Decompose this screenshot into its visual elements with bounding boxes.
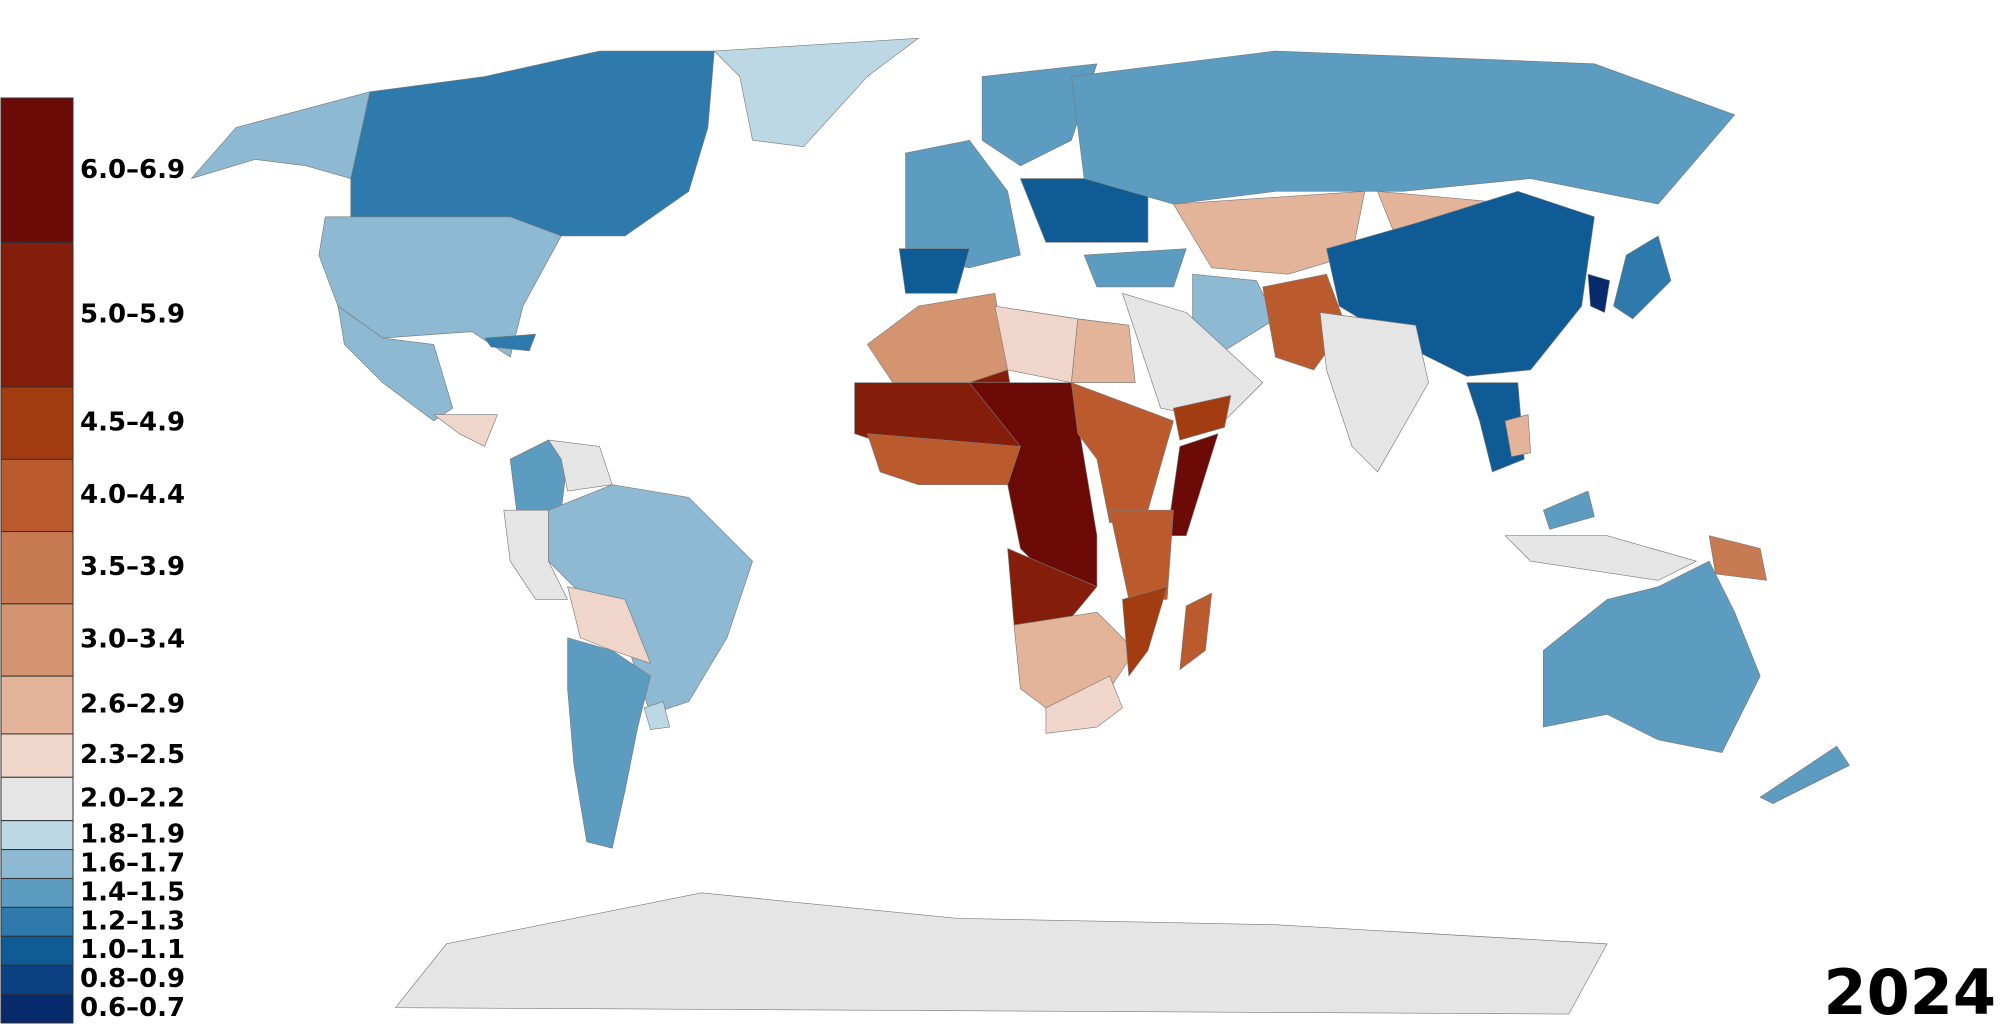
region: [1045, 675, 1123, 734]
region: [867, 293, 1008, 383]
region: [350, 50, 715, 237]
region: [1179, 592, 1213, 670]
region: [567, 637, 651, 849]
region: [1587, 273, 1610, 313]
region: [1166, 433, 1219, 537]
legend-label: 0.6–0.7: [80, 993, 185, 1023]
legend-label: 2.0–2.2: [80, 783, 185, 813]
region: [1504, 414, 1531, 457]
legend-swatch: [0, 877, 74, 908]
region: [1543, 490, 1595, 530]
region: [1173, 395, 1232, 441]
region: [433, 414, 498, 447]
legend-label: 3.0–3.4: [80, 624, 185, 654]
region: [1173, 191, 1366, 275]
region: [548, 439, 613, 492]
region: [395, 892, 1608, 1015]
legend-label: 0.8–0.9: [80, 964, 185, 994]
legend-swatch: [0, 820, 74, 851]
region: [567, 586, 651, 664]
legend-swatch: [0, 776, 74, 822]
legend-swatch: [0, 935, 74, 966]
legend-label: 6.0–6.9: [80, 155, 185, 185]
legend-label: 1.6–1.7: [80, 849, 185, 879]
region: [484, 333, 537, 352]
region: [1543, 560, 1761, 753]
region: [981, 63, 1098, 167]
legend-label: 1.0–1.1: [80, 935, 185, 965]
legend-swatch: [0, 386, 74, 460]
region: [1071, 382, 1174, 524]
region: [898, 248, 970, 294]
legend-swatch: [0, 675, 74, 735]
legend-label: 4.5–4.9: [80, 408, 185, 438]
legend-swatch: [0, 458, 74, 533]
region: [1466, 382, 1525, 473]
region: [1759, 745, 1850, 804]
legend-swatch: [0, 733, 74, 778]
region: [1708, 535, 1767, 581]
legend-label: 5.0–5.9: [80, 299, 185, 329]
legend-swatch: [0, 964, 74, 995]
region: [509, 439, 568, 511]
region: [643, 701, 670, 730]
region: [1109, 509, 1174, 600]
region: [713, 37, 919, 148]
legend-label: 1.2–1.3: [80, 906, 185, 936]
legend-label: 3.5–3.9: [80, 552, 185, 582]
legend-label: 1.8–1.9: [80, 820, 185, 850]
legend-swatch: [0, 906, 74, 937]
region: [1083, 248, 1187, 288]
legend-swatch: [0, 993, 74, 1024]
region: [1122, 586, 1168, 677]
legend-swatch: [0, 97, 74, 244]
region: [1613, 235, 1672, 320]
legend-swatch: [0, 531, 74, 605]
legend-swatch: [0, 242, 74, 388]
region: [1071, 50, 1735, 205]
legend-label: 4.0–4.4: [80, 480, 185, 510]
legend-label: 2.3–2.5: [80, 740, 185, 770]
region: [1192, 273, 1276, 352]
region: [1122, 293, 1264, 422]
legend-swatch: [0, 603, 74, 677]
legend-label: 2.6–2.9: [80, 690, 185, 720]
region: [867, 433, 1021, 486]
legend-swatch: [0, 849, 74, 879]
year-label: 2024: [1823, 956, 1996, 1026]
region: [1319, 312, 1429, 473]
region: [1071, 318, 1136, 383]
region: [503, 509, 568, 600]
region: [1504, 535, 1697, 581]
legend-label: 1.4–1.5: [80, 877, 185, 907]
map-regions: [191, 37, 1850, 1015]
